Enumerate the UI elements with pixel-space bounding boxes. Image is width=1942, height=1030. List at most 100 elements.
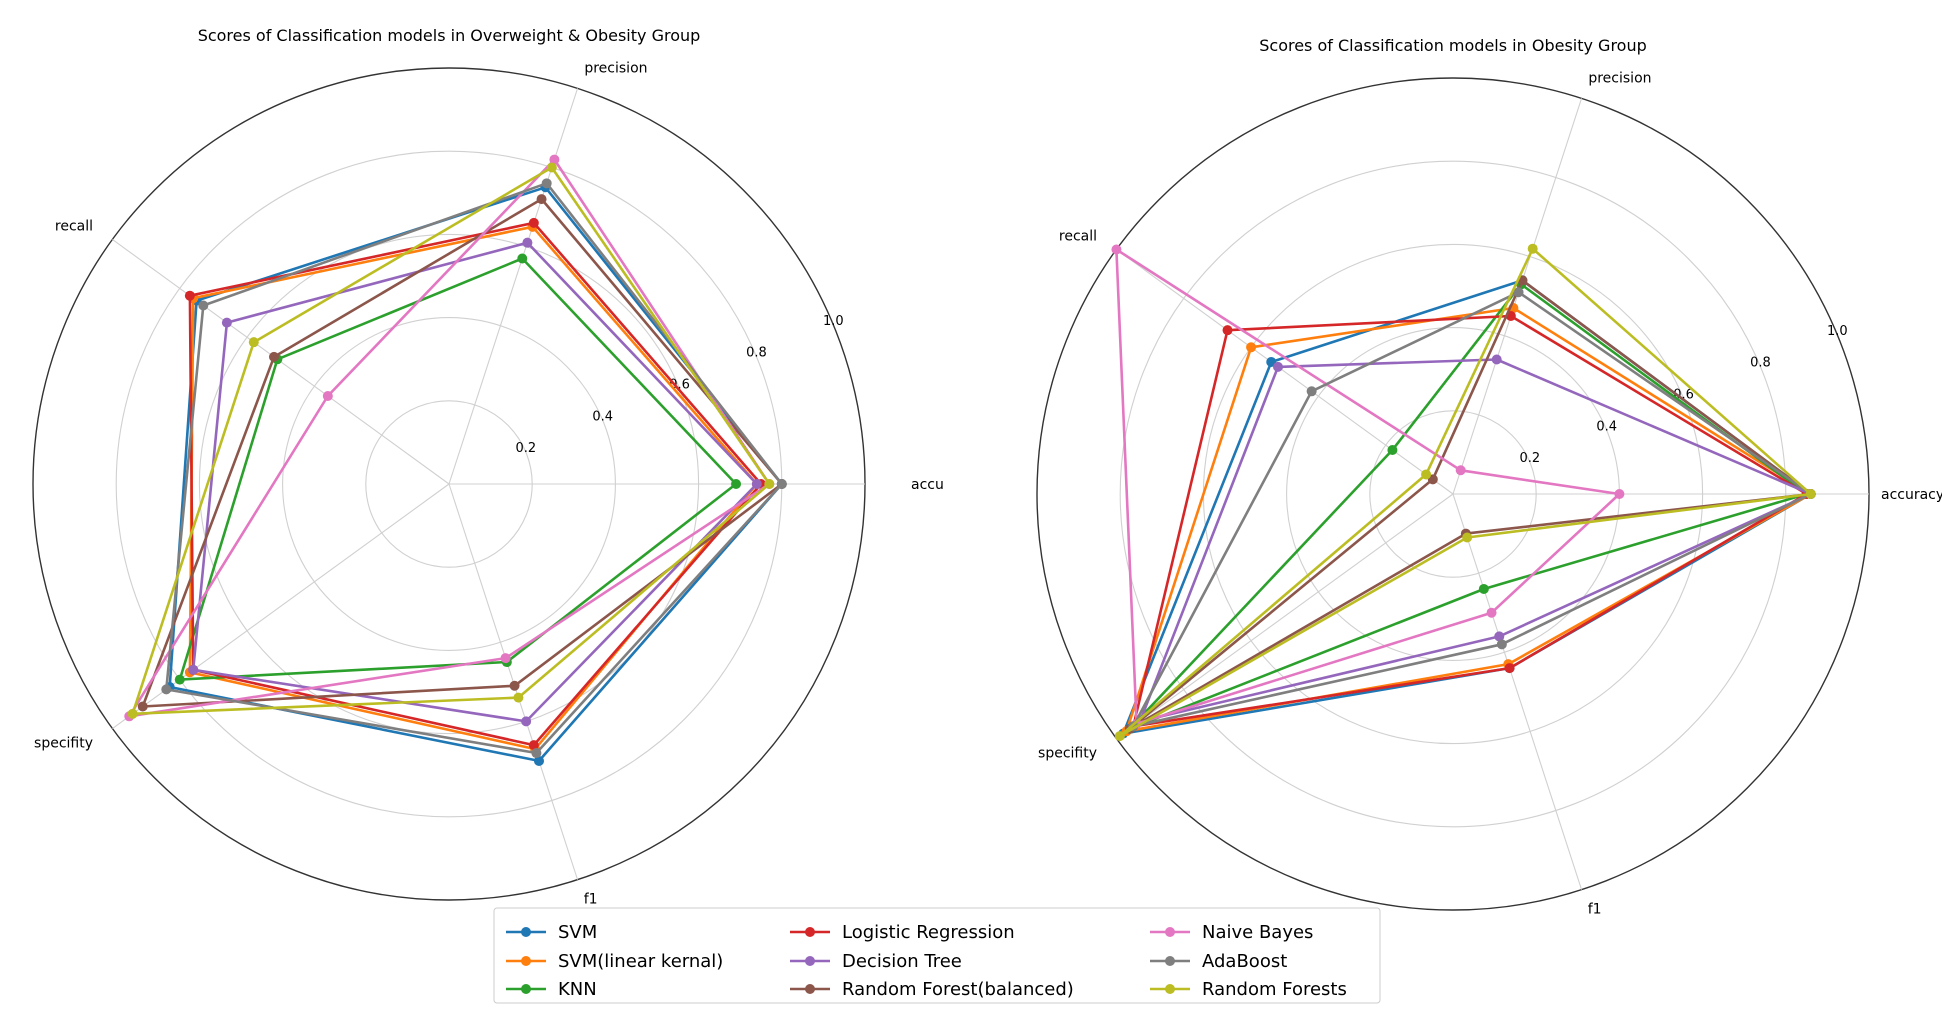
radar-r-tick-label: 0.4: [1596, 419, 1617, 434]
radar-series-line-svm: [168, 186, 784, 763]
radar-axis-label-precision: precision: [1588, 70, 1651, 86]
legend-marker-svm-linear-kernal: [521, 956, 531, 966]
radar-point-adaboost-specifity: [161, 684, 172, 695]
radar-point-random-forests-precision: [546, 162, 557, 173]
radar-point-adaboost-precision: [541, 178, 552, 189]
radar-point-random-forests-precision: [1527, 243, 1538, 254]
radar-point-decision-tree-specifity: [188, 664, 199, 675]
radar-series-line-naive-bayes: [128, 158, 771, 718]
radar-point-adaboost-f1: [531, 748, 542, 759]
legend-label-random-forest-balanced: Random Forest(balanced): [842, 979, 1074, 1000]
radar-point-logistic-regression-precision: [528, 217, 539, 228]
legend-label-decision-tree: Decision Tree: [842, 951, 962, 972]
radar-axis-label-accu: accu: [911, 477, 944, 493]
radar-axis-label-recall: recall: [1059, 228, 1097, 244]
radar-axis-label-f1: f1: [584, 892, 598, 908]
radar-point-decision-tree-recall: [1272, 361, 1283, 372]
radar-point-adaboost-recall: [1306, 386, 1317, 397]
radar-point-naive-bayes-accuracy: [1614, 489, 1625, 499]
radar-series-line-adaboost: [165, 182, 784, 755]
radar-point-svm-f1: [533, 755, 544, 766]
legend-marker-naive-bayes: [1165, 927, 1175, 937]
legend-marker-random-forests: [1165, 984, 1175, 994]
legend-label-svm-linear-kernal: SVM(linear kernal): [558, 951, 723, 972]
radar-spoke: [1116, 249, 1454, 495]
radar-point-decision-tree-f1: [521, 716, 532, 727]
radar-series-line-knn: [1128, 282, 1808, 731]
radar-point-random-forests-f1: [1462, 532, 1473, 543]
legend-marker-logistic-regression: [805, 927, 815, 937]
radar-series-line-random-forest-balanced: [141, 197, 784, 708]
radar-point-decision-tree-precision: [522, 237, 533, 248]
radar-point-svm-linear-kernal-recall: [1246, 342, 1257, 353]
legend-marker-decision-tree: [805, 956, 815, 966]
radar-point-random-forests-specifity: [1114, 731, 1125, 742]
radar-point-naive-bayes-f1: [1486, 607, 1497, 618]
radar-point-decision-tree-recall: [221, 317, 232, 328]
legend-label-svm: SVM: [558, 922, 597, 943]
radar-plot-obesity: Scores of Classification models in Obesi…: [1036, 36, 1942, 918]
radar-series-line-naive-bayes: [1115, 248, 1621, 726]
legend: SVM SVM(linear kernal) KNN Logistic Regress…: [493, 907, 1381, 1004]
radar-point-random-forests-accu: [764, 479, 775, 489]
radar-point-naive-bayes-recall: [1111, 244, 1122, 255]
radar-point-adaboost-accu: [776, 479, 787, 489]
radar-spoke: [448, 88, 579, 485]
radar-series-line-decision-tree: [1138, 358, 1813, 723]
radar-point-random-forests-specifity: [127, 708, 138, 719]
radar-point-random-forests-accuracy: [1805, 489, 1816, 499]
legend-label-logistic-regression: Logistic Regression: [842, 922, 1015, 943]
radar-spoke: [1116, 493, 1454, 739]
radar-point-random-forests-recall: [248, 337, 259, 348]
radar-point-adaboost-precision: [1513, 287, 1524, 298]
radar-axis-label-specifity: specifity: [34, 736, 93, 752]
radar-axis-label-precision: precision: [584, 60, 647, 76]
radar-series-line-random-forests: [1118, 247, 1813, 738]
radar-series-line-svm-linear-kernal: [1125, 306, 1813, 733]
radar-point-adaboost-recall: [198, 300, 209, 311]
radar-point-knn-f1: [1478, 583, 1489, 594]
radar-r-tick-label: 0.2: [1520, 451, 1541, 466]
radar-r-tick-label: 0.4: [592, 409, 613, 424]
radar-point-naive-bayes-precision: [549, 154, 560, 165]
radar-r-tick-label: 1.0: [1827, 324, 1848, 339]
radar-point-logistic-regression-f1: [1504, 663, 1515, 674]
radar-series-line-random-forests: [131, 166, 771, 716]
legend-label-knn: KNN: [558, 979, 597, 1000]
radar-point-random-forest-balanced-precision: [536, 194, 547, 205]
radar-point-decision-tree-f1: [1494, 631, 1505, 642]
radar-point-decision-tree-accu: [751, 479, 762, 489]
radar-point-random-forest-balanced-f1: [509, 680, 520, 691]
radar-series-line-adaboost: [1132, 290, 1813, 728]
radar-axis-label-f1: f1: [1588, 902, 1602, 918]
radar-point-naive-bayes-precision: [1455, 465, 1466, 476]
legend-marker-random-forest-balanced: [805, 984, 815, 994]
radar-plot-overweight-obesity: Scores of Classification models in Overw…: [32, 26, 944, 908]
radar-point-random-forest-balanced-specifity: [137, 701, 148, 712]
legend-label-naive-bayes: Naive Bayes: [1202, 922, 1313, 943]
legend-label-adaboost: AdaBoost: [1202, 951, 1287, 972]
radar-point-random-forests-f1: [513, 692, 524, 703]
radar-point-knn-recall: [1387, 444, 1398, 455]
radar-r-tick-label: 0.8: [1750, 356, 1771, 371]
radar-r-tick-label: 1.0: [823, 314, 844, 329]
radar-axis-label-specifity: specifity: [1038, 746, 1097, 762]
radar-series-line-logistic-regression: [188, 221, 763, 747]
radar-point-random-forests-recall: [1421, 469, 1432, 480]
radar-point-knn-specifity: [174, 674, 185, 685]
radar-point-logistic-regression-recall: [1222, 325, 1233, 336]
radar-r-tick-label: 0.2: [516, 441, 537, 456]
legend-marker-svm: [521, 927, 531, 937]
radar-axis-label-accuracy: accuracy: [1881, 487, 1942, 503]
radar-point-naive-bayes-recall: [322, 390, 333, 401]
radar-series-line-logistic-regression: [1132, 314, 1808, 728]
radar-point-random-forest-balanced-recall: [268, 351, 279, 362]
legend-marker-adaboost: [1165, 956, 1175, 966]
radar-point-naive-bayes-f1: [500, 653, 511, 664]
radar-axis-label-recall: recall: [55, 218, 93, 234]
radar-point-adaboost-f1: [1496, 639, 1507, 650]
radar-title-overweight-obesity: Scores of Classification models in Overw…: [198, 26, 701, 45]
legend-marker-knn: [521, 984, 531, 994]
radar-spoke: [1452, 493, 1583, 890]
